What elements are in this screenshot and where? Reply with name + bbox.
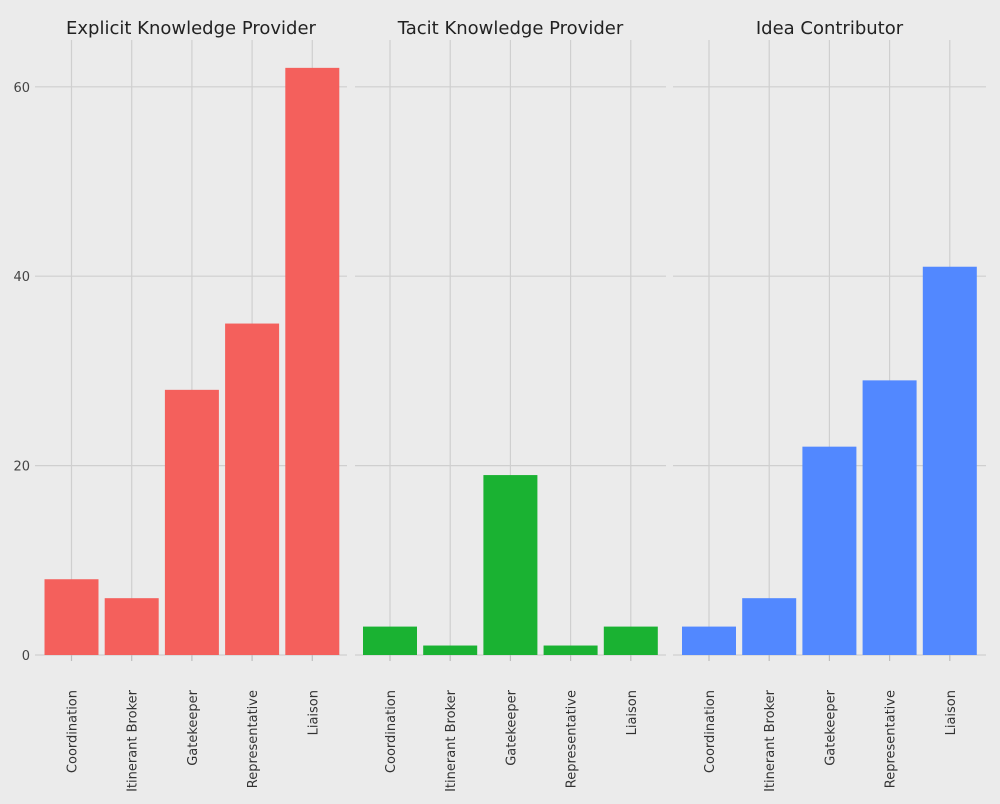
bar — [423, 645, 478, 655]
bar — [164, 389, 219, 655]
facet-panel: Explicit Knowledge Provider Coordination I… — [35, 18, 347, 792]
bar — [862, 380, 917, 655]
bar — [363, 626, 417, 655]
x-tick-label: Representative — [246, 690, 261, 788]
x-tick-label: Representative — [565, 690, 580, 788]
bar — [225, 323, 280, 655]
x-tick-label: Representative — [884, 690, 899, 788]
x-tick-label: Gatekeeper — [186, 689, 201, 765]
bar — [44, 579, 99, 655]
bar — [285, 67, 340, 656]
y-tick-label: 20 — [13, 460, 30, 475]
panel-title: Tacit Knowledge Provider — [397, 18, 624, 39]
x-tick-label: Gatekeeper — [504, 689, 519, 765]
panel-title: Idea Contributor — [756, 18, 904, 39]
bar — [922, 266, 977, 655]
x-tick-label: Coordination — [66, 690, 81, 773]
y-axis: 0 20 40 60 — [13, 81, 30, 664]
x-tick-label: Itinerant Broker — [444, 689, 459, 792]
bar — [603, 626, 658, 655]
bar — [682, 626, 736, 655]
bar — [543, 645, 598, 655]
x-tick-label: Liaison — [306, 690, 321, 735]
facet-panel: Tacit Knowledge Provider Coordination Itin… — [355, 18, 666, 792]
x-tick-label: Liaison — [944, 690, 959, 735]
x-tick-label: Coordination — [384, 690, 399, 773]
bar — [802, 446, 857, 655]
facet-panel: Idea Contributor Coordination Itinerant Br… — [673, 18, 986, 792]
y-tick-label: 60 — [13, 81, 30, 96]
y-tick-label: 40 — [13, 270, 30, 285]
bar — [483, 475, 538, 655]
panel-title: Explicit Knowledge Provider — [66, 18, 317, 39]
x-tick-label: Gatekeeper — [823, 689, 838, 765]
y-tick-label: 0 — [22, 649, 30, 664]
bar — [104, 598, 159, 655]
x-tick-label: Itinerant Broker — [763, 689, 778, 792]
bar — [742, 598, 797, 655]
x-tick-label: Coordination — [703, 690, 718, 773]
x-tick-label: Itinerant Broker — [126, 689, 141, 792]
x-tick-label: Liaison — [625, 690, 640, 735]
